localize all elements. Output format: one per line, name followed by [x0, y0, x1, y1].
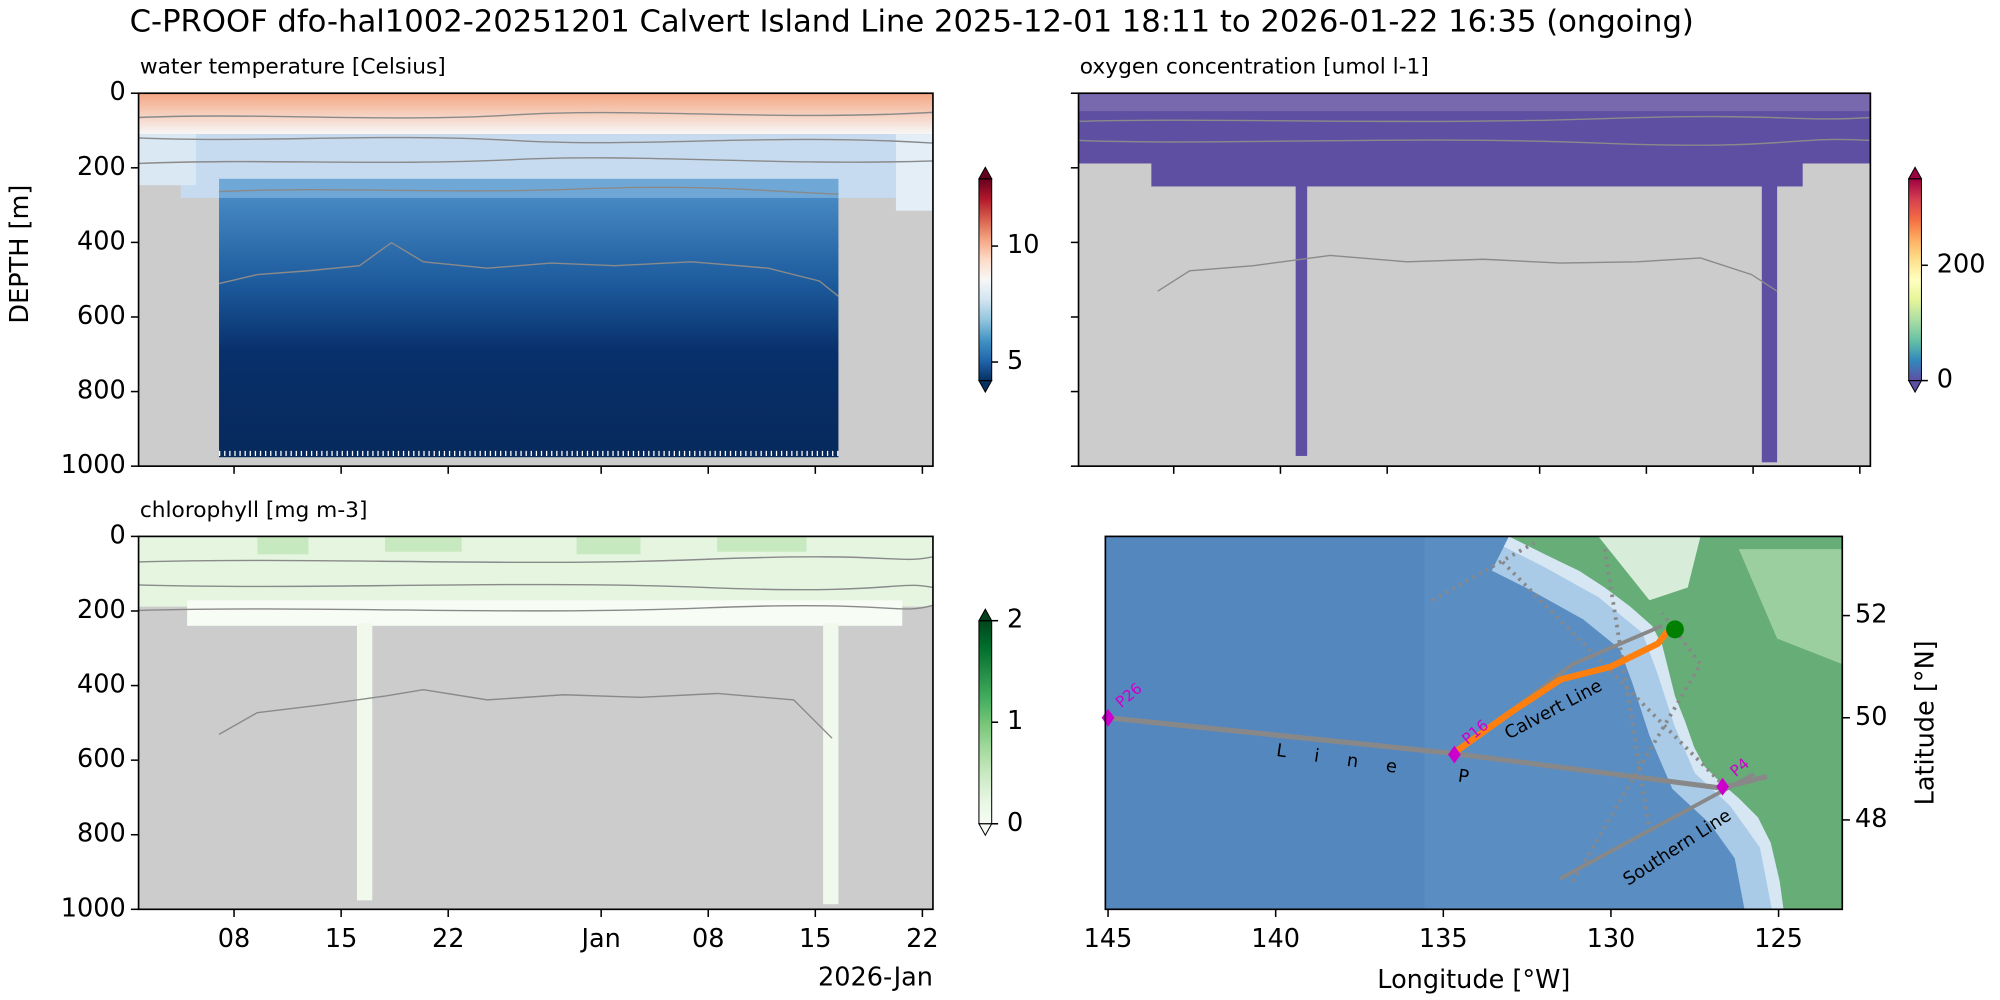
x-tick-label: 08: [218, 924, 250, 954]
x-tick-label: Jan: [579, 924, 620, 954]
y-tick-label: 1000: [61, 450, 126, 480]
panel-frame: [1104, 535, 1844, 911]
colorbar: [1908, 178, 1922, 381]
y-axis-label: DEPTH [m]: [5, 185, 35, 324]
colorbar-extend: [978, 608, 993, 622]
x-tick-label: 15: [325, 924, 358, 954]
y-tick-label: 48: [1855, 804, 1888, 834]
y-tick-label: 600: [77, 744, 126, 774]
y-tick-label: 800: [77, 819, 126, 849]
chlorophyll-field: [138, 536, 933, 910]
colorbar-frame: [978, 178, 993, 382]
x-axis-label: Longitude [°W]: [1377, 965, 1570, 995]
y-tick-label: 1000: [61, 893, 126, 923]
map-background: [1105, 536, 1843, 910]
y-tick-label: 50: [1855, 702, 1888, 732]
temperature-field: [138, 93, 933, 467]
x-tick-label: 15: [799, 924, 832, 954]
colorbar-frame: [1908, 178, 1922, 382]
colorbar-tick-label: 1: [1007, 706, 1023, 736]
y-tick-label: 0: [110, 77, 126, 107]
y-tick-label: 800: [77, 376, 126, 406]
y-tick-label: 200: [77, 152, 126, 182]
y-tick-label: 52: [1855, 600, 1888, 630]
panel-frame: [137, 92, 934, 467]
colorbar-tick-label: 0: [1937, 365, 1953, 395]
panel-title: chlorophyll [mg m-3]: [140, 498, 368, 523]
panel-title: water temperature [Celsius]: [140, 55, 446, 80]
oxygen-field: [1078, 93, 1871, 467]
y-tick-label: 400: [77, 670, 126, 700]
colorbar-tick-label: 200: [1937, 249, 1986, 279]
colorbar-tick-label: 0: [1007, 808, 1023, 838]
x-offset-label: 2026-Jan: [818, 962, 933, 992]
panel-frame: [1077, 92, 1872, 467]
colorbar-extend: [1907, 380, 1923, 394]
colorbar: [978, 178, 992, 381]
colorbar-tick-label: 10: [1007, 230, 1040, 260]
panel-frame: [137, 535, 934, 911]
x-tick-label: 08: [692, 924, 725, 954]
y-tick-label: 400: [77, 226, 126, 256]
y-tick-label: 200: [77, 595, 126, 625]
y-tick-label: 0: [110, 520, 126, 550]
x-tick-label: 135: [1419, 924, 1468, 954]
x-tick-label: 125: [1754, 924, 1803, 954]
station-marker: [1447, 745, 1461, 764]
colorbar-extend: [978, 166, 993, 180]
x-tick-label: 22: [432, 924, 465, 954]
y-axis-label: Latitude [°N]: [1911, 640, 1941, 805]
panel-title: oxygen concentration [umol l-1]: [1080, 55, 1429, 80]
glider-track: [1454, 628, 1671, 754]
colorbar-extend: [978, 823, 993, 837]
figure-title: C-PROOF dfo-hal1002-20251201 Calvert Isl…: [130, 4, 1694, 39]
glider-position: [1666, 620, 1684, 639]
y-tick-label: 600: [77, 301, 126, 331]
colorbar-tick-label: 5: [1007, 346, 1023, 376]
colorbar: [978, 620, 992, 824]
station-marker: [1716, 777, 1729, 796]
colorbar-extend: [978, 380, 993, 394]
x-tick-label: 22: [906, 924, 939, 954]
colorbar-extend: [1907, 166, 1923, 180]
colorbar-tick-label: 2: [1007, 605, 1023, 635]
x-tick-label: 145: [1084, 924, 1133, 954]
x-tick-label: 140: [1251, 924, 1300, 954]
x-tick-label: 130: [1587, 924, 1636, 954]
